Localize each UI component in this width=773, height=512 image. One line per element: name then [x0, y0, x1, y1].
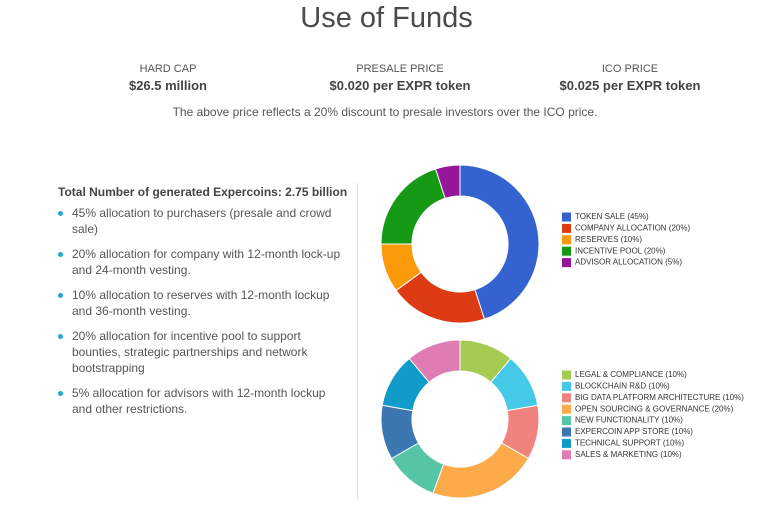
bullet: 5% allocation for advisors with 12-month… [56, 385, 341, 417]
note: The above price reflects a 20% discount … [172, 105, 598, 119]
page-title: Use of Funds [300, 2, 473, 34]
legend-swatch [562, 393, 571, 403]
legend-swatch [562, 212, 571, 222]
pie-slice [408, 339, 461, 383]
legend-label: BIG DATA PLATFORM ARCHITECTURE (10%) [575, 393, 744, 402]
legend-label: SALES & MARKETING (10%) [575, 450, 682, 459]
pie-slice [380, 168, 446, 245]
pie-slice [432, 442, 530, 499]
legend-swatch [562, 258, 571, 268]
summary-heading: Total Number of generated Expercoins: 2.… [58, 185, 348, 199]
stat: ICO PRICE $0.025 per EXPR token [510, 63, 750, 93]
stat-label: PRESALE PRICE [356, 63, 444, 75]
stat-label: ICO PRICE [601, 63, 659, 75]
bullet: 20% allocation for incentive pool to sup… [56, 328, 341, 376]
pie-slice [434, 164, 461, 199]
stat-value: $0.020 per EXPR token [329, 78, 471, 93]
stat-value: $26.5 million [128, 78, 208, 93]
legend-swatch [562, 450, 571, 460]
legend-label: NEW FUNCTIONALITY (10%) [575, 416, 683, 425]
legend-label: BLOCKCHAIN R&D (10%) [575, 382, 670, 391]
legend-label: OPEN SOURCING & GOVERNANCE (20%) [575, 404, 734, 413]
stat: PRESALE PRICE $0.020 per EXPR token [280, 63, 520, 93]
legend-label: TECHNICAL SUPPORT (10%) [575, 439, 685, 448]
legend-swatch [562, 438, 571, 448]
legend-swatch [562, 235, 571, 245]
legend-label: EXPERCOIN APP STORE (10%) [575, 427, 693, 436]
legend-label: INCENTIVE POOL (20%) [575, 246, 666, 255]
legend-label: COMPANY ALLOCATION (20%) [575, 224, 690, 233]
stat-label: HARD CAP [139, 63, 197, 75]
bullet-list: 45% allocation to purchasers (presale an… [56, 205, 341, 426]
bullet: 10% allocation to reserves with 12-month… [56, 287, 341, 319]
divider [357, 183, 358, 500]
legend-swatch [562, 404, 571, 414]
pie-slice [459, 164, 540, 320]
legend-label: LEGAL & COMPLIANCE (10%) [575, 370, 687, 379]
legend-swatch [562, 427, 571, 437]
bullet: 20% allocation for company with 12-month… [56, 246, 341, 278]
legend-label: ADVISOR ALLOCATION (5%) [575, 258, 682, 267]
legend-label: RESERVES (10%) [575, 235, 642, 244]
legend-swatch [562, 381, 571, 391]
stat-value: $0.025 per EXPR token [559, 78, 701, 93]
legend-swatch [562, 223, 571, 233]
stat: HARD CAP $26.5 million [48, 63, 288, 93]
legend-swatch [562, 416, 571, 426]
legend-label: TOKEN SALE (45%) [575, 212, 649, 221]
legend-swatch [562, 246, 571, 256]
legend-swatch [562, 370, 571, 380]
bullet: 45% allocation to purchasers (presale an… [56, 205, 341, 237]
